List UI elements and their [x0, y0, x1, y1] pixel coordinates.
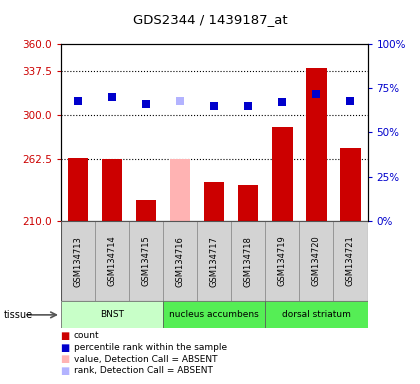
Bar	[197, 221, 231, 301]
Text: value, Detection Call = ABSENT: value, Detection Call = ABSENT	[74, 354, 217, 364]
Text: GDS2344 / 1439187_at: GDS2344 / 1439187_at	[133, 13, 287, 26]
Bar	[231, 221, 265, 301]
Text: GSM134720: GSM134720	[312, 236, 321, 286]
Bar	[95, 221, 129, 301]
Text: rank, Detection Call = ABSENT: rank, Detection Call = ABSENT	[74, 366, 213, 375]
Bar	[299, 221, 333, 301]
Bar	[61, 221, 95, 301]
Bar	[163, 221, 197, 301]
Text: ■: ■	[60, 343, 70, 353]
Text: tissue: tissue	[4, 310, 33, 320]
Text: nucleus accumbens: nucleus accumbens	[169, 310, 259, 319]
Bar	[68, 158, 88, 221]
Text: GSM134713: GSM134713	[74, 236, 82, 286]
Bar	[238, 185, 258, 221]
Text: GSM134719: GSM134719	[278, 236, 287, 286]
Text: BNST: BNST	[100, 310, 124, 319]
Text: GSM134715: GSM134715	[142, 236, 150, 286]
Text: GSM134716: GSM134716	[176, 236, 185, 286]
Bar	[306, 68, 327, 221]
Text: ■: ■	[60, 354, 70, 364]
Bar	[340, 148, 361, 221]
Text: count: count	[74, 331, 99, 341]
Bar	[272, 127, 293, 221]
Bar	[129, 221, 163, 301]
Bar	[265, 221, 299, 301]
Bar	[136, 200, 156, 221]
Text: GSM134717: GSM134717	[210, 236, 219, 286]
Bar	[61, 301, 163, 328]
Text: GSM134714: GSM134714	[108, 236, 116, 286]
Bar	[170, 159, 190, 221]
Text: GSM134718: GSM134718	[244, 236, 253, 286]
Bar	[204, 182, 224, 221]
Bar	[265, 301, 368, 328]
Text: ■: ■	[60, 366, 70, 376]
Text: percentile rank within the sample: percentile rank within the sample	[74, 343, 227, 352]
Text: GSM134721: GSM134721	[346, 236, 355, 286]
Bar	[102, 159, 122, 221]
Text: ■: ■	[60, 331, 70, 341]
Bar	[163, 301, 265, 328]
Bar	[333, 221, 368, 301]
Text: dorsal striatum: dorsal striatum	[282, 310, 351, 319]
